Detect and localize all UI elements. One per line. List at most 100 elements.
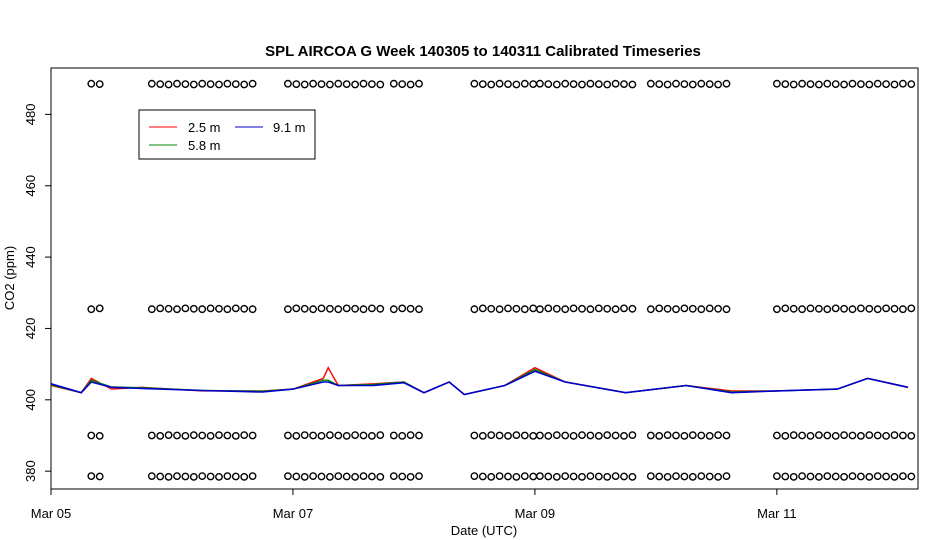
calibration-point: [300, 80, 309, 89]
calibration-point: [173, 472, 181, 480]
calibration-point: [309, 305, 317, 314]
calibration-point: [87, 79, 96, 88]
calibration-point: [367, 304, 376, 313]
calibration-point: [655, 431, 664, 440]
calibration-point: [325, 472, 334, 481]
calibration-point: [865, 80, 874, 89]
calibration-point: [156, 472, 165, 481]
calibration-point: [603, 431, 612, 439]
calibration-point: [806, 304, 815, 313]
x-tick-label-1: Mar 07: [273, 506, 313, 521]
calibration-point: [520, 431, 529, 440]
calibration-point: [663, 80, 672, 89]
calibration-point: [147, 431, 156, 440]
calibration-point: [552, 431, 561, 439]
calibration-point: [899, 431, 907, 440]
calibration-point: [823, 305, 832, 314]
calibration-markers: [87, 79, 916, 481]
calibration-point: [705, 80, 714, 89]
calibration-point: [415, 472, 423, 480]
calibration-point: [325, 80, 334, 89]
calibration-point: [189, 431, 198, 439]
calibration-point: [478, 431, 487, 440]
y-tick-label-480: 480: [23, 104, 38, 126]
calibration-point: [529, 80, 538, 89]
calibration-point: [206, 472, 215, 481]
calibration-point: [512, 431, 521, 439]
legend-label-5-8m: 5.8 m: [188, 138, 221, 153]
calibration-point: [789, 304, 798, 313]
calibration-point: [628, 472, 637, 481]
calibration-point: [714, 80, 722, 89]
x-axis: Mar 05 Mar 07 Mar 09 Mar 11: [31, 489, 797, 521]
calibration-point: [292, 80, 301, 89]
calibration-point: [611, 305, 620, 314]
calibration-point: [495, 305, 504, 314]
series-line-9-1-m: [50, 370, 909, 396]
calibration-point: [406, 431, 415, 439]
calibration-point: [292, 304, 301, 313]
calibration-point: [536, 305, 544, 314]
calibration-point: [672, 305, 680, 314]
calibration-point: [342, 80, 351, 89]
calibration-point: [334, 305, 343, 314]
calibration-point: [663, 472, 672, 481]
calibration-point: [806, 472, 815, 481]
calibration-point: [376, 472, 385, 481]
calibration-point: [478, 304, 487, 313]
calibration-point: [300, 472, 309, 481]
calibration-point: [561, 79, 570, 88]
calibration-point: [840, 80, 848, 89]
calibration-point: [87, 431, 96, 440]
calibration-point: [248, 305, 257, 314]
calibration-point: [569, 431, 578, 440]
calibration-point: [470, 305, 479, 314]
calibration-point: [714, 304, 722, 313]
calibration-point: [415, 431, 423, 440]
calibration-point: [873, 431, 882, 440]
calibration-point: [544, 80, 553, 89]
calibration-point: [231, 431, 240, 440]
calibration-point: [705, 304, 714, 313]
calibration-point: [594, 472, 603, 481]
calibration-point: [351, 431, 359, 439]
calibration-point: [240, 431, 249, 439]
calibration-point: [504, 80, 512, 89]
calibration-point: [198, 79, 207, 88]
calibration-point: [789, 431, 798, 439]
calibration-point: [215, 472, 223, 481]
calibration-point: [594, 431, 603, 440]
calibration-point: [173, 305, 181, 314]
calibration-point: [240, 472, 249, 481]
calibration-point: [342, 472, 351, 481]
legend-label-2-5m: 2.5 m: [188, 120, 221, 135]
calibration-point: [586, 472, 595, 480]
calibration-point: [848, 79, 857, 88]
calibration-point: [87, 305, 96, 314]
calibration-point: [536, 431, 544, 440]
calibration-point: [300, 431, 309, 439]
calibration-point: [873, 472, 882, 480]
calibration-point: [882, 304, 890, 313]
calibration-point: [147, 79, 156, 88]
calibration-point: [398, 80, 407, 89]
calibration-point: [857, 80, 865, 89]
calibration-point: [389, 305, 398, 314]
calibration-point: [840, 431, 848, 439]
calibration-point: [873, 305, 882, 314]
calibration-point: [223, 472, 232, 480]
calibration-point: [773, 305, 781, 314]
calibration-point: [646, 472, 655, 480]
calibration-point: [478, 80, 487, 89]
calibration-point: [520, 79, 529, 88]
calibration-point: [470, 79, 479, 88]
calibration-point: [672, 431, 680, 440]
calibration-point: [611, 472, 620, 480]
calibration-point: [628, 80, 637, 89]
y-tick-label-460: 460: [23, 175, 38, 197]
calibration-point: [376, 80, 385, 89]
calibration-point: [552, 472, 561, 481]
calibration-point: [569, 304, 578, 313]
calibration-point: [283, 472, 292, 480]
calibration-point: [342, 431, 351, 440]
